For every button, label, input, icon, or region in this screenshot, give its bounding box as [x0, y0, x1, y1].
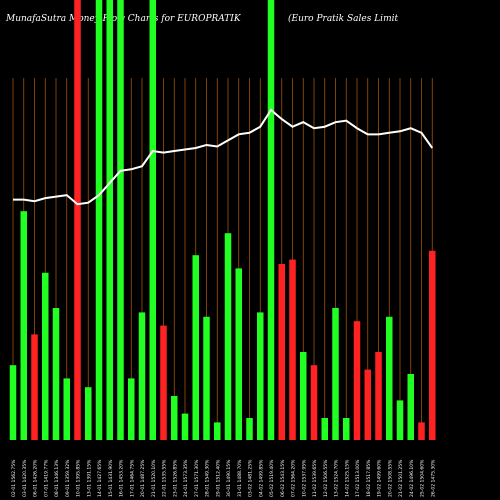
x-tick-label: 20-02 1508.55%: [387, 459, 393, 497]
x-tick-label: 04-02 1499.85%: [258, 459, 264, 497]
x-tick-label: 21-01 1520.10%: [151, 459, 157, 497]
bar: [278, 264, 285, 440]
bar: [192, 255, 199, 440]
x-tick-label: 19-02 1499.60%: [377, 459, 383, 497]
bar: [429, 250, 436, 440]
bar: [106, 0, 113, 440]
x-tick-label: 02-01 1562.75%: [11, 459, 17, 497]
bar: [74, 0, 81, 440]
bar: [224, 233, 232, 440]
bar: [85, 387, 92, 440]
chart-subtitle: (Euro Pratik Sales Limit: [288, 14, 399, 24]
bar: [310, 365, 318, 440]
x-tick-label: 23-01 1526.85%: [172, 459, 178, 497]
x-tick-label: 26-02 1475.30%: [430, 459, 436, 497]
bar: [128, 378, 135, 440]
bar: [418, 422, 425, 440]
x-tick-label: 17-02 1513.00%: [355, 459, 361, 497]
x-tick-label: 03-01 1420.35%: [22, 459, 28, 497]
x-tick-label: 28-01 1549.30%: [205, 459, 211, 497]
bar-series: [9, 0, 436, 440]
bar: [246, 418, 253, 440]
x-tick-label: 25-02 1504.60%: [420, 459, 426, 497]
bar: [364, 369, 371, 440]
x-tick-label: 13-01 1391.15%: [86, 459, 92, 497]
bar: [300, 352, 307, 440]
x-tick-label: 03-02 1481.25%: [248, 459, 254, 497]
x-tick-label: 17-01 1464.75%: [129, 459, 135, 497]
bar: [181, 413, 189, 440]
x-tick-label: 15-01 1431.90%: [108, 459, 114, 497]
x-tick-label: 06-02 1543.15%: [280, 459, 286, 497]
bar: [267, 0, 275, 440]
bar: [117, 0, 124, 440]
x-tick-label: 24-02 1496.10%: [409, 459, 415, 497]
x-tick-label: 09-01 1359.32%: [65, 459, 71, 497]
bar: [289, 259, 296, 440]
bar: [138, 312, 146, 440]
bar: [203, 316, 210, 440]
bar: [149, 0, 156, 440]
bar: [332, 308, 339, 440]
x-tick-label: 08-01 1346.13%: [54, 459, 60, 497]
bar: [63, 378, 70, 440]
x-tick-label: 22-01 1535.55%: [162, 459, 168, 497]
bar: [386, 316, 393, 440]
x-tick-label: 05-02 1519.40%: [269, 459, 275, 497]
bar: [343, 418, 350, 440]
bar: [321, 418, 328, 440]
x-tick-label: 27-01 1571.30%: [194, 459, 200, 497]
bar: [31, 334, 38, 440]
bar: [20, 211, 27, 440]
x-tick-label: 18-02 1517.85%: [366, 459, 372, 497]
x-tick-label: 06-01 1426.20%: [33, 459, 39, 497]
x-tick-label: 10-01 1395.85%: [76, 459, 82, 497]
x-tick-label: 30-01 1490.15%: [226, 459, 232, 497]
bar: [407, 374, 414, 440]
bar: [95, 0, 103, 440]
bar: [171, 396, 178, 440]
bar: [235, 268, 242, 440]
bar: [396, 400, 404, 440]
bar: [160, 325, 167, 440]
x-tick-label: 07-02 1564.20%: [291, 459, 297, 497]
x-tick-label: 12-02 1506.55%: [323, 459, 329, 497]
bar: [9, 365, 17, 440]
x-tick-label: 13-02 1524.70%: [334, 459, 340, 497]
x-tick-label: 20-01 1487.25%: [140, 459, 146, 497]
x-tick-label: 14-01 1427.65%: [97, 459, 103, 497]
x-tick-label: 24-01 1573.35%: [183, 459, 189, 497]
x-tick-label: 07-01 1419.77%: [43, 459, 49, 497]
x-tick-label: 29-01 1512.40%: [215, 459, 221, 497]
price-line: [13, 108, 434, 206]
x-tick-labels: 02-01 1562.75% 03-01 1420.35% 06-01 1426.2…: [11, 459, 436, 497]
bar: [257, 312, 264, 440]
x-tick-label: 31-01 1488.70%: [237, 459, 243, 497]
bar: [214, 422, 221, 440]
bar: [42, 272, 49, 440]
x-tick-label: 10-02 1537.95%: [301, 459, 307, 497]
x-tick-label: 14-02 1525.15%: [344, 459, 350, 497]
x-tick-label: 21-02 1501.25%: [398, 459, 404, 497]
bar: [353, 321, 361, 440]
x-tick-label: 11-02 1539.65%: [312, 459, 318, 497]
bar: [375, 352, 382, 440]
bar: [52, 308, 60, 440]
x-tick-label: 16-01 1453.20%: [119, 459, 125, 497]
